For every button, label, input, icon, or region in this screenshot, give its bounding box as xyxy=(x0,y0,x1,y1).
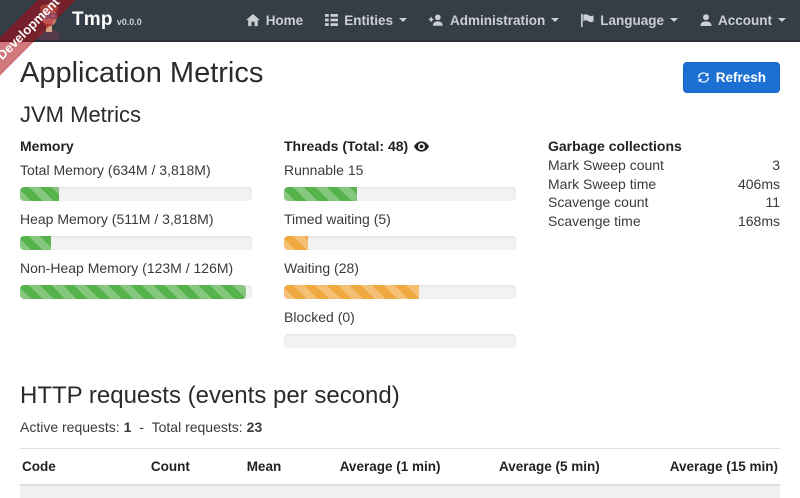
jvm-metrics-title: JVM Metrics xyxy=(20,102,141,127)
chevron-down-icon xyxy=(398,18,407,22)
runnable-label: Runnable 15 xyxy=(284,162,364,178)
chevron-down-icon xyxy=(670,18,678,22)
eye-icon[interactable] xyxy=(414,140,430,152)
refresh-label: Refresh xyxy=(715,70,766,85)
gc-value: 406ms xyxy=(737,175,780,192)
threads-section: Threads (Total: 48) Runnable 15 Timed wa… xyxy=(284,138,516,358)
waiting-progress-fill xyxy=(284,285,420,299)
http-requests-table: Code Count Mean Average (1 min) Average … xyxy=(20,448,780,498)
active-requests-label: Active requests: xyxy=(20,419,120,435)
runnable-progress-fill xyxy=(284,187,357,201)
brand-name: Tmp xyxy=(72,9,113,30)
table-header-row: Code Count Mean Average (1 min) Average … xyxy=(20,448,780,486)
nav-item-entities[interactable]: Entities xyxy=(325,13,407,28)
nav-item-label: Entities xyxy=(344,12,393,28)
flag-icon xyxy=(581,13,594,27)
list-icon xyxy=(325,14,339,26)
total-requests-label: Total requests: xyxy=(151,419,243,435)
refresh-button[interactable]: Refresh xyxy=(682,62,780,93)
total-memory-progress xyxy=(20,187,252,201)
heap-memory-progress-fill xyxy=(20,236,52,250)
gc-label: Mark Sweep count xyxy=(548,157,664,173)
total-memory-progress-fill xyxy=(20,187,59,201)
cell-avg15: 2.63 xyxy=(601,485,780,498)
col-header-avg5: Average (5 min) xyxy=(442,448,602,486)
brand-version: v0.0.0 xyxy=(116,17,142,27)
runnable-progress xyxy=(284,187,516,201)
heap-memory-label: Heap Memory (511M / 3,818M) xyxy=(20,211,214,227)
blocked-progress xyxy=(284,334,516,348)
gc-section: Garbage collections Mark Sweep count 3 M… xyxy=(548,138,780,358)
col-header-avg15: Average (15 min) xyxy=(601,448,780,486)
separator: - xyxy=(139,419,144,435)
gc-label: Scavenge time xyxy=(548,212,641,229)
gc-row: Mark Sweep time 406ms xyxy=(548,175,780,194)
user-plus-icon xyxy=(428,14,444,26)
nav-item-label: Account xyxy=(718,12,772,28)
heap-memory-progress xyxy=(20,236,252,250)
refresh-icon xyxy=(697,71,716,84)
nav-item-home[interactable]: Home xyxy=(245,12,304,28)
timed-waiting-label: Timed waiting (5) xyxy=(284,211,391,227)
timed-waiting-progress xyxy=(284,236,516,250)
memory-title: Memory xyxy=(20,138,74,154)
chevron-down-icon xyxy=(551,18,560,22)
timed-waiting-progress-fill xyxy=(284,236,309,250)
gc-row: Scavenge count 11 xyxy=(548,193,780,212)
http-requests-title: HTTP requests (events per second) xyxy=(20,382,400,409)
cell-count xyxy=(148,485,215,498)
requests-summary: Active requests: 1 - Total requests: 23 xyxy=(20,419,780,435)
col-header-count: Count xyxy=(148,448,215,486)
home-icon xyxy=(245,13,260,27)
waiting-label: Waiting (28) xyxy=(284,260,359,276)
nonheap-memory-label: Non-Heap Memory (123M / 126M) xyxy=(20,260,234,276)
main-content: Application Metrics Refresh JVM Metrics … xyxy=(0,42,800,498)
total-memory-label: Total Memory (634M / 3,818M) xyxy=(20,162,211,178)
nav-item-label: Administration xyxy=(449,12,546,28)
cell-code: Ok xyxy=(20,485,149,498)
cell-avg5: 2.32 xyxy=(442,485,602,498)
cell-avg1: 1.14 xyxy=(283,485,443,498)
col-header-code: Code xyxy=(20,448,149,486)
user-icon xyxy=(700,14,712,26)
nav-item-language[interactable]: Language xyxy=(581,13,678,28)
blocked-label: Blocked (0) xyxy=(284,309,355,325)
gc-value: 3 xyxy=(772,157,780,173)
gc-label: Mark Sweep time xyxy=(548,175,657,192)
total-requests-value: 23 xyxy=(246,419,263,435)
nav-item-account[interactable]: Account xyxy=(700,13,786,28)
nav-menu: Home Entities Administration xyxy=(224,13,786,28)
hipster-logo-icon xyxy=(34,2,64,43)
active-requests-value: 1 xyxy=(123,419,132,435)
page-title: Application Metrics xyxy=(20,57,264,89)
gc-value: 11 xyxy=(765,194,780,210)
memory-section: Memory Total Memory (634M / 3,818M) Heap… xyxy=(20,138,252,358)
nav-item-label: Language xyxy=(600,12,664,28)
gc-row: Scavenge time 168ms xyxy=(548,212,780,231)
gc-title: Garbage collections xyxy=(548,138,682,154)
cell-mean: 0.35 xyxy=(214,485,284,498)
col-header-avg1: Average (1 min) xyxy=(283,448,443,486)
nav-item-label: Home xyxy=(265,12,304,28)
gc-row: Mark Sweep count 3 xyxy=(548,156,780,175)
nonheap-memory-progress-fill xyxy=(20,285,247,299)
navbar: Tmp v0.0.0 Home Entities Admi xyxy=(0,0,800,43)
col-header-mean: Mean xyxy=(214,448,284,486)
threads-title: Threads (Total: 48) xyxy=(284,138,409,154)
brand[interactable]: Tmp v0.0.0 xyxy=(34,0,142,43)
waiting-progress xyxy=(284,285,516,299)
nonheap-memory-progress xyxy=(20,285,252,299)
gc-label: Scavenge count xyxy=(548,194,649,210)
nav-item-administration[interactable]: Administration xyxy=(428,12,560,28)
chevron-down-icon xyxy=(778,18,786,22)
gc-value: 168ms xyxy=(737,212,780,229)
table-row: Ok 0.35 1.14 2.32 2.63 xyxy=(20,485,780,498)
